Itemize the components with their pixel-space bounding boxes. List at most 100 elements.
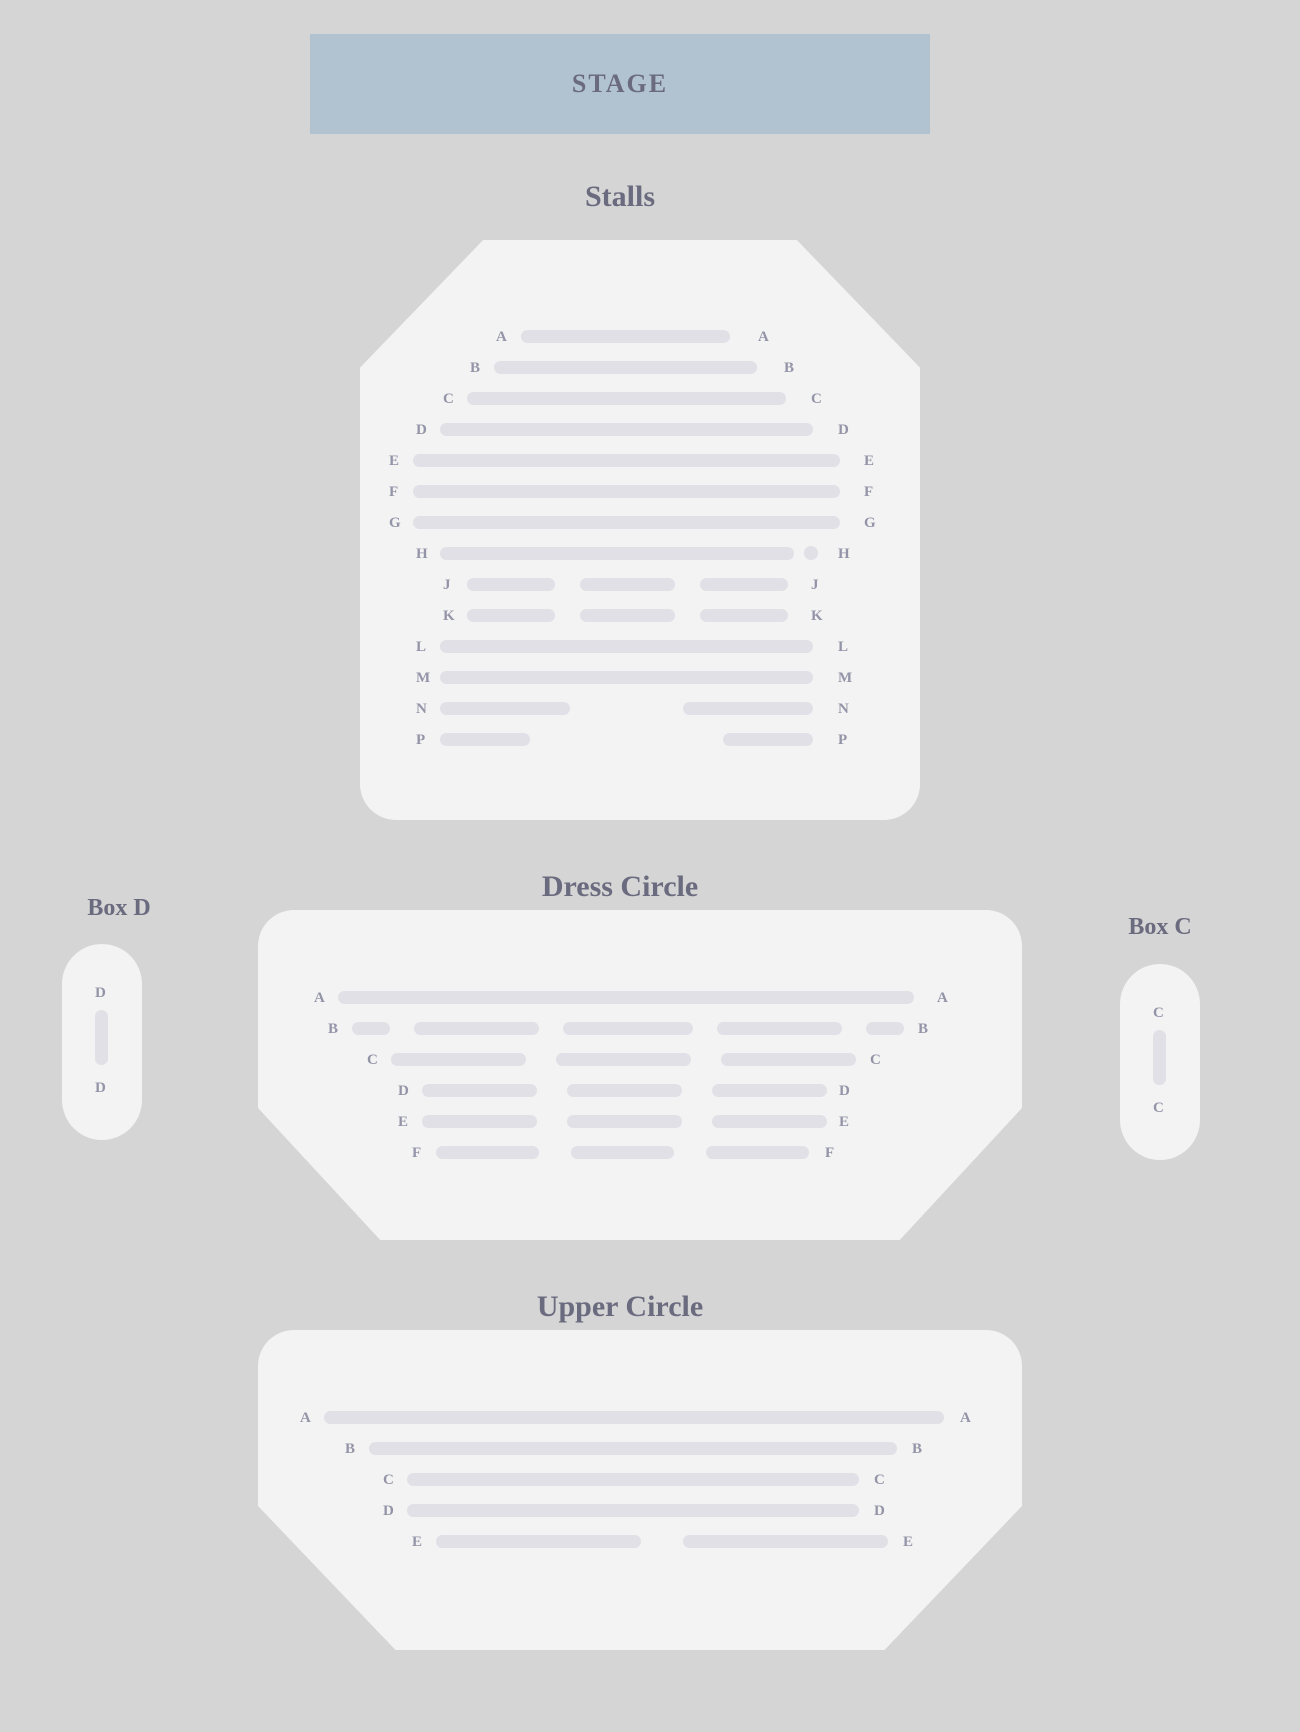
row-label: L <box>416 639 426 656</box>
seat-row[interactable] <box>563 1022 693 1035</box>
seat-row[interactable] <box>407 1473 859 1486</box>
row-label: D <box>383 1503 394 1520</box>
seat-row[interactable] <box>440 547 794 560</box>
row-label: N <box>416 701 427 718</box>
seat-row[interactable] <box>521 330 730 343</box>
seat-row[interactable] <box>369 1442 897 1455</box>
row-label: B <box>784 360 794 377</box>
row-label: C <box>874 1472 885 1489</box>
seat-row[interactable] <box>567 1084 682 1097</box>
seat-row[interactable] <box>391 1053 526 1066</box>
row-label: H <box>838 546 850 563</box>
seat-row[interactable] <box>413 485 840 498</box>
seat-row[interactable] <box>580 578 675 591</box>
seat-row[interactable] <box>712 1084 827 1097</box>
row-label: F <box>412 1145 421 1162</box>
row-label: D <box>398 1083 409 1100</box>
seat-row[interactable] <box>440 640 813 653</box>
section-upper-circle <box>258 1330 1022 1650</box>
seat-row[interactable] <box>567 1115 682 1128</box>
stage: STAGE <box>310 34 930 134</box>
row-label: N <box>838 701 849 718</box>
row-label: D <box>416 422 427 439</box>
row-label: M <box>416 670 430 687</box>
seat-row[interactable] <box>494 361 757 374</box>
row-label: B <box>918 1021 928 1038</box>
seat-row[interactable] <box>700 578 788 591</box>
row-label: E <box>864 453 874 470</box>
row-label: A <box>758 329 769 346</box>
row-label: F <box>825 1145 834 1162</box>
seat-row[interactable] <box>683 1535 888 1548</box>
box-seat[interactable] <box>1153 1030 1166 1085</box>
box-seat[interactable] <box>95 1010 108 1065</box>
box-row-label: C <box>1153 1005 1164 1022</box>
row-label: D <box>838 422 849 439</box>
row-label: C <box>383 1472 394 1489</box>
seat-row[interactable] <box>440 702 570 715</box>
section-title-dress-circle: Dress Circle <box>470 870 770 904</box>
row-label: K <box>811 608 823 625</box>
box-title-box-c: Box C <box>1100 914 1220 941</box>
row-label: E <box>398 1114 408 1131</box>
row-label: P <box>838 732 847 749</box>
row-label: M <box>838 670 852 687</box>
row-label: E <box>389 453 399 470</box>
seat-row[interactable] <box>706 1146 809 1159</box>
seat-row[interactable] <box>467 578 555 591</box>
row-label: C <box>367 1052 378 1069</box>
section-title-upper-circle: Upper Circle <box>470 1290 770 1324</box>
row-label: D <box>839 1083 850 1100</box>
seat-row[interactable] <box>721 1053 856 1066</box>
section-dress-circle <box>258 910 1022 1240</box>
row-label: E <box>903 1534 913 1551</box>
row-label: G <box>389 515 401 532</box>
seat-row[interactable] <box>436 1146 539 1159</box>
row-label: G <box>864 515 876 532</box>
seat-row[interactable] <box>866 1022 904 1035</box>
seat-row[interactable] <box>683 702 813 715</box>
seat-row[interactable] <box>467 609 555 622</box>
seat-row[interactable] <box>700 609 788 622</box>
row-label: K <box>443 608 455 625</box>
row-label: J <box>443 577 451 594</box>
seat-row[interactable] <box>407 1504 859 1517</box>
row-label: B <box>328 1021 338 1038</box>
row-label: F <box>864 484 873 501</box>
seat-row[interactable] <box>723 733 813 746</box>
row-label: B <box>345 1441 355 1458</box>
row-label: D <box>874 1503 885 1520</box>
box-row-label: D <box>95 1080 106 1097</box>
seat-dot[interactable] <box>804 546 818 560</box>
row-label: J <box>811 577 819 594</box>
seat-row[interactable] <box>712 1115 827 1128</box>
seat-row[interactable] <box>414 1022 539 1035</box>
seat-row[interactable] <box>413 516 840 529</box>
row-label: C <box>811 391 822 408</box>
row-label: E <box>839 1114 849 1131</box>
seat-row[interactable] <box>324 1411 944 1424</box>
row-label: A <box>300 1410 311 1427</box>
seat-row[interactable] <box>352 1022 390 1035</box>
row-label: B <box>912 1441 922 1458</box>
section-title-stalls: Stalls <box>470 180 770 214</box>
seat-row[interactable] <box>717 1022 842 1035</box>
seat-row[interactable] <box>338 991 914 1004</box>
seat-row[interactable] <box>422 1084 537 1097</box>
row-label: A <box>496 329 507 346</box>
seat-row[interactable] <box>440 423 813 436</box>
seat-row[interactable] <box>436 1535 641 1548</box>
box-row-label: D <box>95 985 106 1002</box>
row-label: C <box>443 391 454 408</box>
seat-row[interactable] <box>556 1053 691 1066</box>
row-label: A <box>314 990 325 1007</box>
seat-row[interactable] <box>580 609 675 622</box>
seat-row[interactable] <box>571 1146 674 1159</box>
seat-row[interactable] <box>413 454 840 467</box>
row-label: A <box>937 990 948 1007</box>
seat-row[interactable] <box>440 671 813 684</box>
seat-row[interactable] <box>422 1115 537 1128</box>
seat-row[interactable] <box>440 733 530 746</box>
seat-row[interactable] <box>467 392 786 405</box>
row-label: P <box>416 732 425 749</box>
